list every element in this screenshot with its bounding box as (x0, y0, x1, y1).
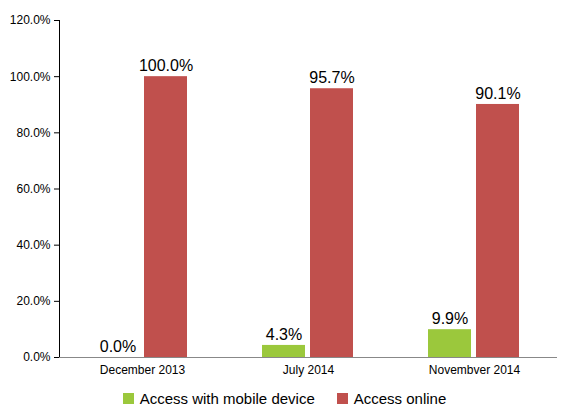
svg-text:Novembver 2014: Novembver 2014 (429, 363, 521, 377)
svg-text:40.0%: 40.0% (16, 238, 50, 252)
svg-text:4.3%: 4.3% (266, 326, 302, 343)
svg-text:9.9%: 9.9% (432, 310, 468, 327)
svg-text:0.0%: 0.0% (23, 350, 51, 364)
svg-text:100.0%: 100.0% (139, 57, 193, 74)
svg-text:0.0%: 0.0% (100, 338, 136, 355)
svg-text:60.0%: 60.0% (16, 182, 50, 196)
svg-text:20.0%: 20.0% (16, 294, 50, 308)
svg-text:95.7%: 95.7% (309, 69, 354, 86)
svg-text:90.1%: 90.1% (475, 85, 520, 102)
html-text:Access online: Access online (353, 389, 447, 407)
svg-text:120.0%: 120.0% (10, 13, 51, 27)
svg-text:July 2014: July 2014 (283, 363, 335, 377)
svg-text:80.0%: 80.0% (16, 126, 50, 140)
html-text:Access with mobile device: Access with mobile device (139, 389, 315, 407)
svg-text:100.0%: 100.0% (10, 70, 51, 84)
svg-text:December 2013: December 2013 (100, 363, 186, 377)
